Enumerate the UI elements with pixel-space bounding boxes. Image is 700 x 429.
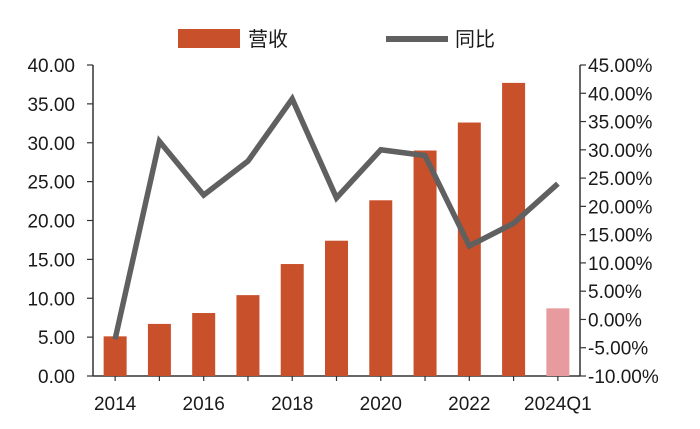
bars bbox=[103, 82, 570, 376]
x-tick-label: 2022 bbox=[448, 394, 490, 415]
y-right-tick-label: 15.00% bbox=[588, 226, 653, 247]
y-right-tick-label: 35.00% bbox=[588, 113, 653, 134]
y-right-tick-label: 45.00% bbox=[588, 56, 653, 77]
bar-2014 bbox=[103, 336, 127, 376]
bar-2016 bbox=[192, 313, 216, 376]
y-left-tick-label: 5.00 bbox=[38, 328, 75, 349]
y-right-tick-label: 10.00% bbox=[588, 254, 653, 275]
bar-2024q1 bbox=[546, 308, 570, 376]
bar-2020 bbox=[369, 200, 393, 376]
y-left-tick-label: 15.00 bbox=[27, 250, 75, 271]
y-right-tick-label: 40.00% bbox=[588, 84, 653, 105]
x-tick-label: 2016 bbox=[183, 394, 225, 415]
y-right-tick-label: 20.00% bbox=[588, 197, 653, 218]
x-tick-label: 2014 bbox=[94, 394, 137, 415]
bar-2015 bbox=[147, 323, 171, 376]
legend-swatch-revenue bbox=[178, 29, 240, 48]
bar-2017 bbox=[236, 295, 260, 376]
axes: 0.00 5.00 10.00 15.00 20.00 25.00 30.00 35.00 40… bbox=[27, 56, 658, 415]
y-right-tick-label: 25.00% bbox=[588, 169, 653, 190]
line-layer bbox=[112, 93, 560, 340]
y-right-tick-label: 5.00% bbox=[588, 282, 642, 303]
y-left-tick-label: 35.00 bbox=[27, 95, 75, 116]
y-right-tick-label: -10.00% bbox=[588, 367, 659, 388]
bar-2018 bbox=[280, 264, 304, 376]
x-tick-label: 2018 bbox=[271, 394, 313, 415]
bar-2021 bbox=[413, 150, 437, 376]
y-left-tick-label: 40.00 bbox=[27, 56, 75, 77]
y-left-tick-label: 0.00 bbox=[38, 367, 75, 388]
y-left-tick-label: 10.00 bbox=[27, 289, 75, 310]
bar-2023 bbox=[502, 82, 526, 376]
x-tick-label: 2024Q1 bbox=[524, 394, 592, 415]
y-left-tick-label: 25.00 bbox=[27, 173, 75, 194]
y-right-tick-label: 0.00% bbox=[588, 310, 642, 331]
bar-2019 bbox=[325, 240, 348, 376]
x-tick-label: 2020 bbox=[360, 394, 402, 415]
y-left-tick-label: 30.00 bbox=[27, 134, 75, 155]
legend: 营收 同比 bbox=[178, 28, 495, 51]
y-right-tick-label: 30.00% bbox=[588, 141, 653, 162]
y-left-tick-label: 20.00 bbox=[27, 212, 75, 233]
bar-2022 bbox=[457, 122, 481, 376]
y-right-tick-label: -5.00% bbox=[588, 339, 648, 360]
legend-label-yoy: 同比 bbox=[455, 28, 495, 51]
legend-label-revenue: 营收 bbox=[248, 28, 288, 51]
